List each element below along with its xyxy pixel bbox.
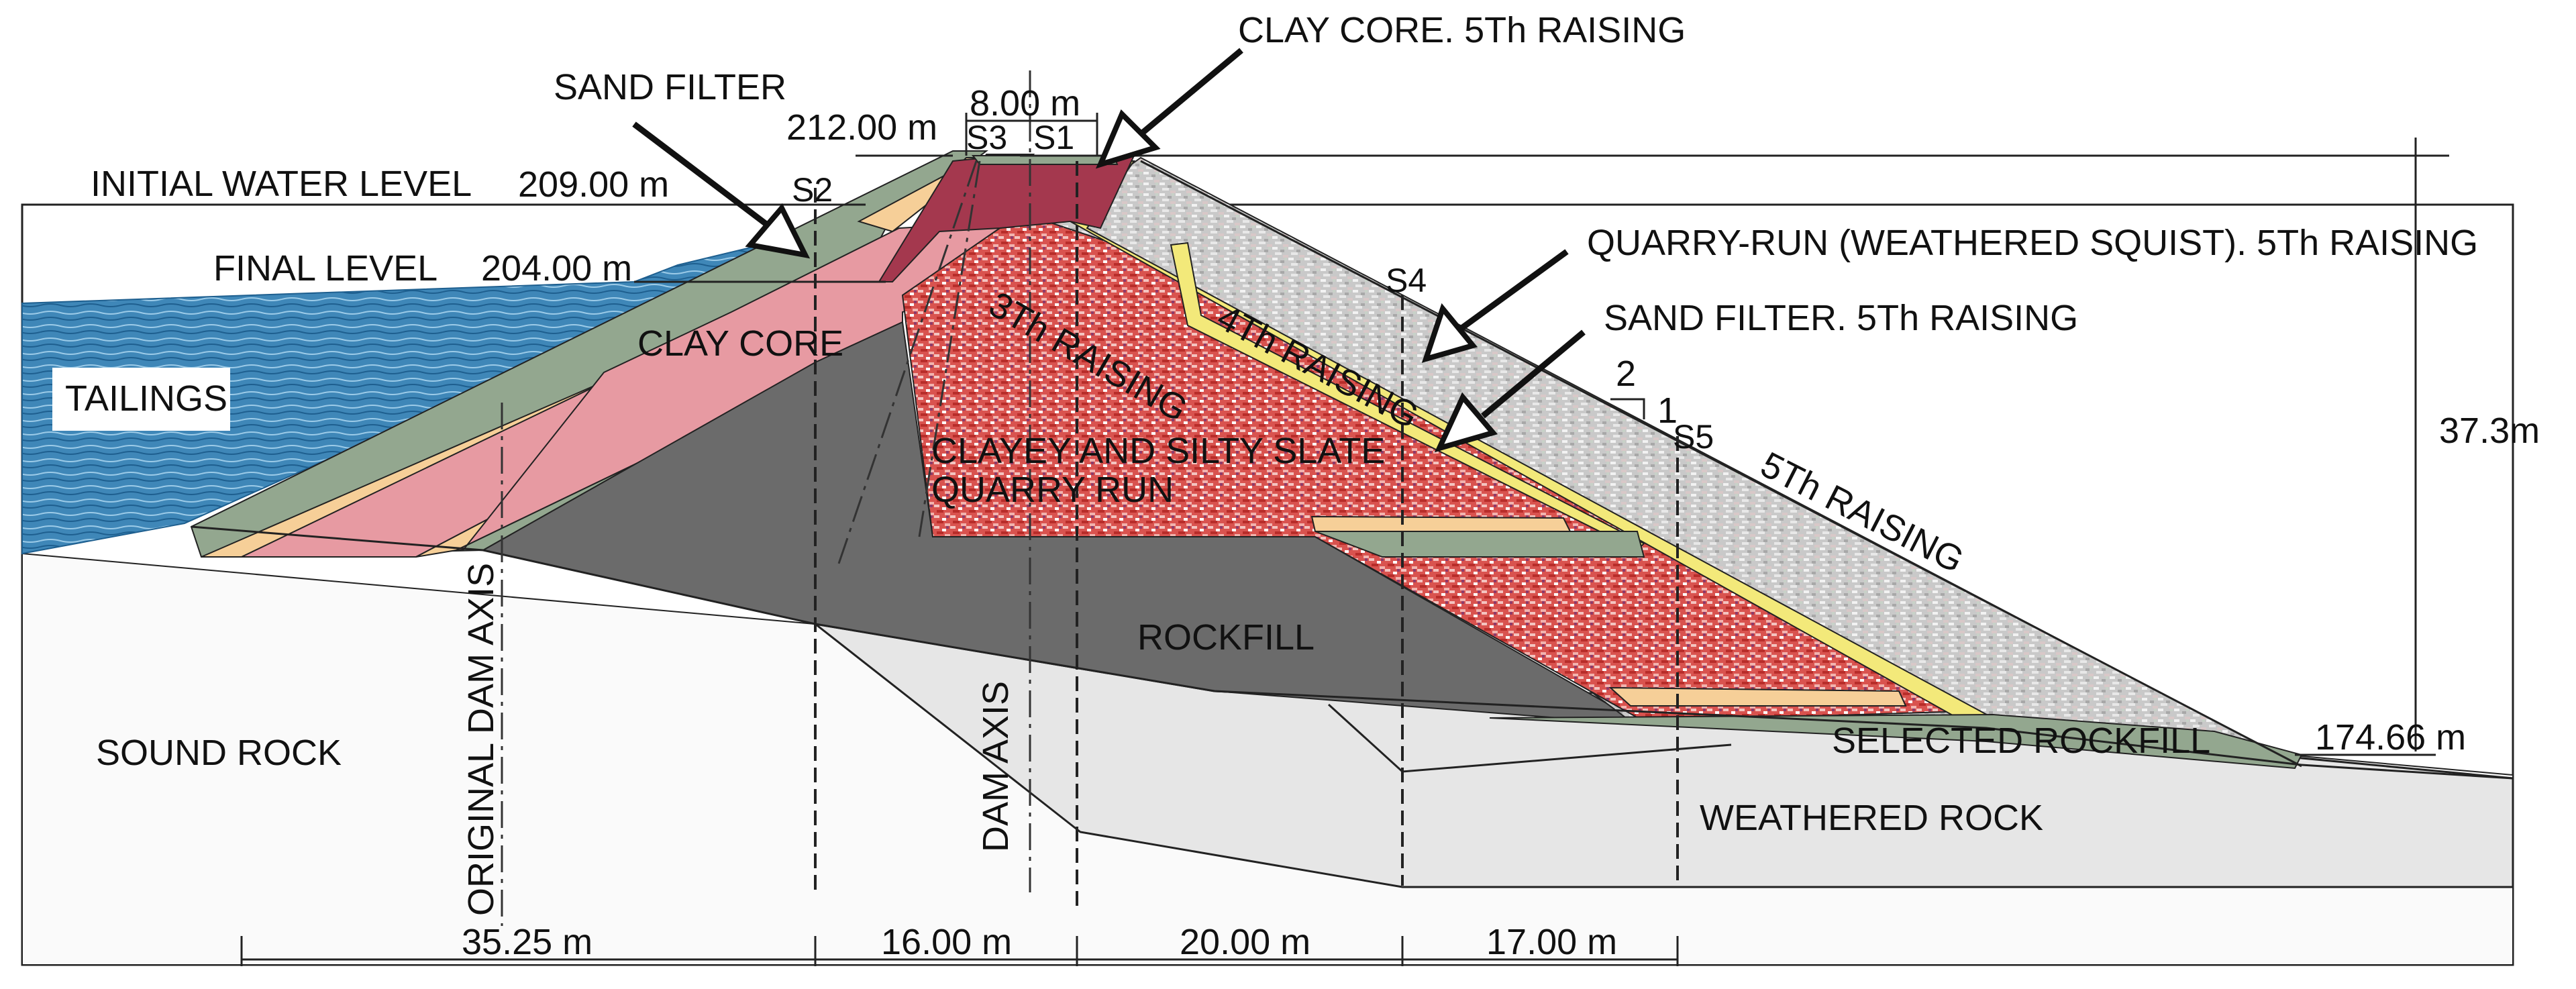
quarry-run-5th-label: QUARRY-RUN (WEATHERED SQUIST). 5Th RAISI… <box>1587 223 2478 263</box>
crest-transition-strip <box>971 155 1119 165</box>
slate-label-line2: QUARRY RUN <box>931 470 1174 510</box>
span-2-label: 16.00 m <box>881 922 1012 962</box>
crest-elevation-label: 212.00 m <box>786 107 937 148</box>
slope-h-label: 2 <box>1616 354 1636 394</box>
final-level-elevation-label: 204.00 m <box>481 248 632 289</box>
section-s5-label: S5 <box>1673 418 1714 456</box>
sand-filter-4th-strip <box>1170 242 1645 552</box>
arrow-quarry-run-5th <box>1421 249 1569 363</box>
downstream-slope-line <box>1140 160 2302 768</box>
slope-v-label: 1 <box>1657 391 1678 431</box>
berm-sand-1 <box>1310 515 1572 532</box>
span-1-label: 35.25 m <box>462 922 593 962</box>
clay-core-label: CLAY CORE <box>637 323 843 364</box>
clay-core-5th-label: CLAY CORE. 5Th RAISING <box>1238 10 1686 50</box>
clay-core-zone <box>456 220 1021 551</box>
section-s3-line <box>837 160 978 564</box>
section-s3-label: S3 <box>966 119 1007 156</box>
slope-indicator <box>1610 398 1645 419</box>
berm-transition-1 <box>1315 531 1645 558</box>
dam-axis-label: DAM AXIS <box>976 681 1016 852</box>
section-s1-label: S1 <box>1033 119 1074 156</box>
foundation-contact-line <box>191 525 2302 766</box>
span-4-label: 17.00 m <box>1486 922 1617 962</box>
slate-label-line1: CLAYEY AND SILTY SLATE <box>931 431 1385 471</box>
crest-width-label: 8.00 m <box>970 83 1080 123</box>
arrow-sand-filter <box>632 121 811 259</box>
tailings-label-backing <box>52 368 230 431</box>
original-dam-axis-label: ORIGINAL DAM AXIS <box>461 563 501 916</box>
selected-rockfill-label: SELECTED ROCKFILL <box>1832 721 2210 761</box>
arrow-sand-filter-5th <box>1434 329 1586 453</box>
sand-filter-5th-label: SAND FILTER. 5Th RAISING <box>1604 298 2078 338</box>
final-level-label: FINAL LEVEL <box>213 248 437 289</box>
berm-sand-2 <box>1608 686 1907 707</box>
tailings-label: TAILINGS <box>65 378 227 419</box>
sand-filter-label: SAND FILTER <box>554 67 786 107</box>
section-s2-label: S2 <box>792 171 833 209</box>
span-3-label: 20.00 m <box>1180 922 1310 962</box>
sound-rock-label: SOUND ROCK <box>96 733 342 773</box>
initial-water-level-label: INITIAL WATER LEVEL <box>91 164 472 204</box>
dam-height-label: 37.3m <box>2439 411 2540 451</box>
toe-line <box>2301 764 2514 780</box>
weathered-rock-label: WEATHERED ROCK <box>1700 798 2043 838</box>
section-s3-line-2 <box>918 160 981 537</box>
initial-level-elevation-label: 209.00 m <box>518 164 669 205</box>
arrow-clay-core-5th <box>1095 48 1243 169</box>
rockfill-label: ROCKFILL <box>1137 617 1315 658</box>
toe-elevation-label: 174.66 m <box>2315 717 2466 758</box>
section-s4-label: S4 <box>1386 262 1427 299</box>
